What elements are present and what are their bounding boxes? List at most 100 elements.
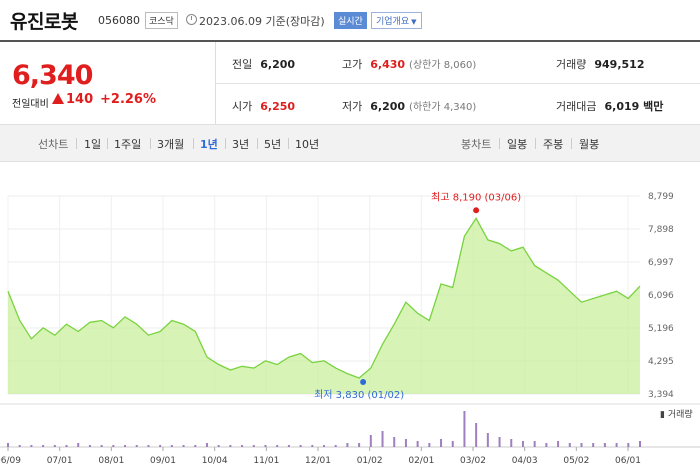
tab-daily-candle[interactable]: 일봉 [507,138,528,151]
volume-bar [252,445,255,447]
stat-value: 949,512 [594,58,645,71]
volume-bar [18,445,21,447]
x-tick-label: 06/01 [615,456,641,466]
volume-bar [557,441,560,447]
volume-bar [475,423,478,447]
triangle-up-icon [52,93,64,104]
volume-bar [276,445,279,447]
volume-bar [346,443,349,447]
y-tick-label: 6,997 [648,258,674,268]
stat-label: 시가 [232,100,253,113]
header-divider [0,40,700,42]
tab-separator [76,138,77,149]
volume-bar [88,445,91,447]
volume-bar [30,445,33,447]
volume-bar [112,445,115,447]
volume-bar [627,443,630,447]
x-tick-label: 10/04 [202,456,228,466]
volume-bar [358,443,361,447]
tab-3y[interactable]: 3년 [232,138,250,151]
tab-separator [257,138,258,149]
candle-chart-label: 봉차트 [461,138,492,151]
change-percent: +2.26% [100,92,156,107]
y-tick-label: 5,196 [648,324,674,334]
chart-period-tabs: 선차트 1일 1주일 3개월 1년 3년 5년 10년 봉차트 일봉 주봉 월봉 [0,124,700,162]
tab-separator [288,138,289,149]
volume-bar [53,445,56,447]
stat-label: 전일 [232,58,253,71]
chart-annotations: 최고 8,190 (03/06) 최저 3,830 (01/02) [314,191,521,401]
stock-header: 유진로봇 056080 코스닥 2023.06.09 기준(장마감) 실시간 기… [0,0,700,40]
price-area [8,218,640,394]
volume-bar [194,445,197,447]
stat-open: 시가 6,250 [232,98,295,114]
volume-bar [486,433,489,447]
volume-legend: ▮ 거래량 [660,408,693,420]
company-info-dropdown[interactable]: 기업개요 ▼ [371,12,422,29]
high-annotation: 최고 8,190 (03/06) [431,191,521,203]
tab-1d[interactable]: 1일 [84,138,102,151]
volume-bar [217,445,220,447]
stat-label: 거래량 [556,58,587,71]
volume-bar [568,443,571,447]
volume-bars: ▮ 거래량 [7,408,693,447]
stock-name: 유진로봇 [10,11,78,33]
volume-bar [100,445,103,447]
volume-bar [451,441,454,447]
upper-limit: (상한가 8,060) [409,60,477,71]
x-tick-label: 12/01 [305,456,331,466]
chevron-down-icon: ▼ [411,18,417,26]
volume-bar [381,431,384,447]
tab-separator [571,138,572,149]
realtime-button[interactable]: 실시간 [334,12,367,29]
volume-bar [580,443,583,447]
volume-bar [135,445,138,447]
tab-1w[interactable]: 1주일 [114,138,142,151]
high-marker [473,207,480,214]
volume-bar [124,445,127,447]
volume-bar [287,445,290,447]
volume-bar [521,441,524,447]
volume-bar [42,445,45,447]
stock-code: 056080 [98,14,140,27]
stat-value: 6,200 [260,58,296,71]
volume-bar [229,445,232,447]
volume-bar [463,411,466,447]
x-tick-label: 03/02 [460,456,486,466]
y-tick-label: 7,898 [648,225,674,235]
stat-high: 고가 6,430 (상한가 8,060) [342,56,476,72]
x-tick-label: 04/03 [512,456,538,466]
stat-value: 6,200 [370,100,406,113]
volume-bar [510,439,513,447]
market-badge: 코스닥 [145,12,178,29]
stat-label: 고가 [342,58,363,71]
volume-bar [428,443,431,447]
tab-5y[interactable]: 5년 [264,138,282,151]
volume-bar [182,445,185,447]
tab-separator [535,138,536,149]
price-line [7,217,641,379]
tab-3m[interactable]: 3개월 [157,138,185,151]
volume-bar [533,441,536,447]
x-tick-label: 11/01 [253,456,279,466]
tab-separator [107,138,108,149]
tab-separator [225,138,226,149]
volume-bar [498,437,501,447]
volume-bar [147,445,150,447]
price-chart[interactable]: 8,799 7,898 6,997 6,096 5,196 4,295 3,394 ▮ 거래… [0,160,700,474]
y-tick-label: 6,096 [648,291,674,301]
x-tick-label: 06/09 [0,456,21,466]
tab-monthly-candle[interactable]: 월봉 [579,138,600,151]
tab-10y[interactable]: 10년 [295,138,320,151]
as-of-date: 2023.06.09 기준(장마감) [199,15,325,28]
volume-bar [615,443,618,447]
volume-bar [639,441,641,447]
volume-bar [77,443,80,447]
volume-bar [311,445,314,447]
stat-low: 저가 6,200 (하한가 4,340) [342,98,476,114]
tab-1y[interactable]: 1년 [200,138,218,151]
volume-bar [264,445,267,447]
stat-value: 6,250 [260,100,296,113]
change-label: 전일대비 [12,99,49,110]
tab-weekly-candle[interactable]: 주봉 [543,138,564,151]
